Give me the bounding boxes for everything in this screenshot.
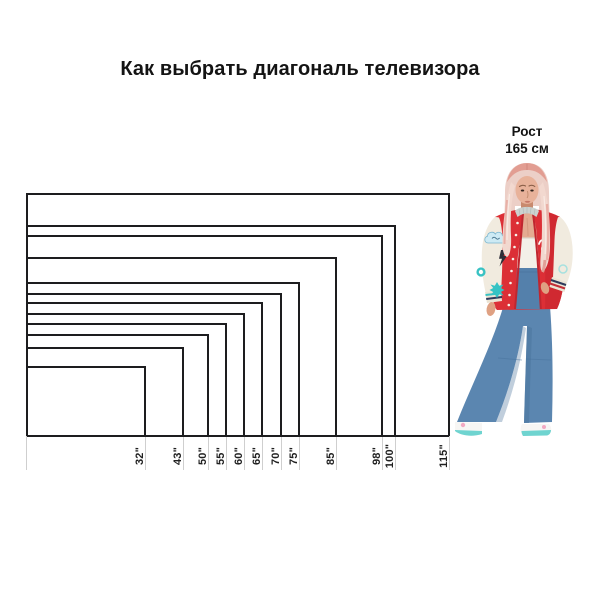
person-jacket	[476, 206, 573, 316]
person-illustration	[455, 163, 573, 436]
tick-line-43in	[182, 436, 184, 470]
tick-line-85in	[335, 436, 337, 470]
person-hair-front	[502, 182, 551, 273]
person-face	[507, 163, 547, 218]
person-shoes	[455, 422, 552, 436]
starburst-patch-icon	[489, 282, 505, 298]
tv-rect-115in	[26, 193, 450, 437]
tick-label-85in: 85"	[325, 446, 337, 466]
tick-line-100in	[394, 436, 396, 470]
person-height-label: Рост 165 см	[462, 124, 592, 157]
tick-line-32in	[144, 436, 146, 470]
page-title: Как выбрать диагональ телевизора	[120, 58, 480, 80]
tick-line-55in	[225, 436, 227, 470]
tick-line-60in	[243, 436, 245, 470]
tick-label-115in: 115"	[438, 444, 450, 468]
tick-label-100in: 100"	[384, 443, 396, 469]
lightning-patch-icon	[499, 250, 507, 267]
tick-line-65in	[261, 436, 263, 470]
donut-patch-icon	[476, 267, 486, 277]
tick-line-98in	[381, 436, 383, 470]
person-height-line1: Рост	[511, 124, 543, 139]
tick-line-50in	[207, 436, 209, 470]
tick-label-75in: 75"	[288, 446, 300, 466]
tick-line-115in	[448, 436, 450, 470]
sleeve-scribble-icon	[558, 264, 568, 274]
tick-line-origin	[25, 436, 27, 470]
person-height-line2: 165 см	[505, 140, 549, 156]
tick-label-32in: 32"	[134, 446, 146, 466]
tick-line-70in	[280, 436, 282, 470]
tick-line-75in	[298, 436, 300, 470]
